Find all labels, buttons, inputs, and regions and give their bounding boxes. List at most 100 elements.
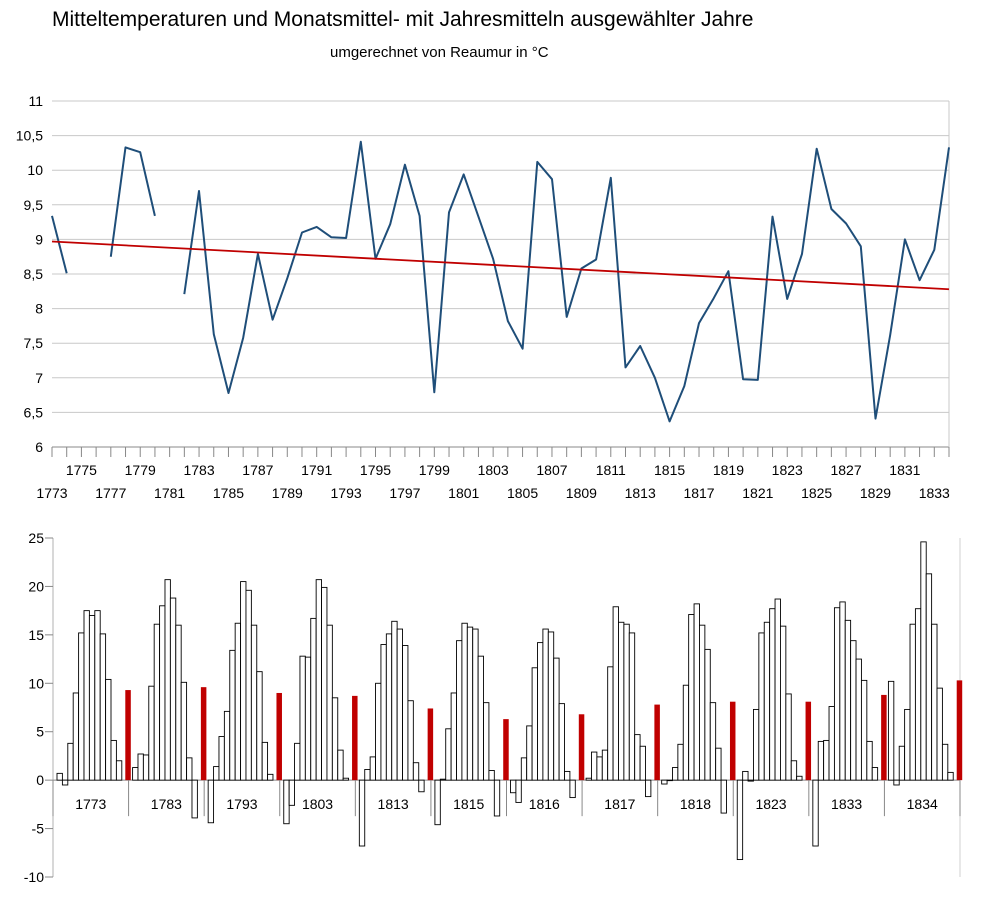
monthly-bar bbox=[774, 598, 781, 781]
monthly-bar bbox=[547, 631, 555, 781]
x-tick-label: 1777 bbox=[95, 485, 126, 501]
x-tick-label: 1789 bbox=[272, 485, 303, 501]
monthly-bar bbox=[245, 589, 252, 781]
monthly-bar bbox=[396, 628, 403, 781]
temperature-series-line bbox=[51, 215, 68, 274]
monthly-bar bbox=[115, 760, 123, 781]
monthly-bar bbox=[860, 679, 868, 781]
monthly-bar bbox=[747, 779, 754, 782]
x-tick-label: 1797 bbox=[389, 485, 420, 501]
trendline bbox=[51, 240, 950, 291]
monthly-bar bbox=[169, 597, 177, 781]
monthly-bar bbox=[688, 614, 695, 781]
annual-mean-bar bbox=[200, 687, 207, 781]
monthly-bar bbox=[699, 624, 706, 781]
monthly-bar bbox=[753, 708, 760, 781]
monthly-bar bbox=[391, 620, 398, 781]
monthly-bar bbox=[661, 779, 668, 785]
monthly-bar bbox=[677, 743, 684, 781]
chart-title: Mitteltemperaturen und Monatsmittel- mit… bbox=[52, 8, 754, 31]
x-tick-label: 1775 bbox=[66, 462, 97, 478]
x-tick-label: 1809 bbox=[566, 485, 597, 501]
monthly-bar bbox=[369, 756, 376, 781]
monthly-bar bbox=[229, 649, 236, 781]
monthly-bar bbox=[240, 581, 247, 781]
monthly-bar bbox=[833, 607, 841, 781]
monthly-bar bbox=[434, 779, 441, 826]
annual-mean-bar bbox=[352, 695, 358, 781]
monthly-bar bbox=[596, 756, 603, 781]
monthly-bar bbox=[483, 702, 490, 781]
x-tick-label: 1799 bbox=[419, 462, 450, 478]
monthly-bar bbox=[558, 703, 565, 781]
monthly-bar bbox=[893, 779, 900, 786]
monthly-bar bbox=[693, 603, 700, 781]
y-tick-label: 6 bbox=[35, 439, 43, 455]
monthly-bar bbox=[72, 692, 80, 781]
monthly-bar bbox=[342, 777, 349, 781]
monthly-bar bbox=[672, 767, 679, 781]
monthly-bar bbox=[418, 779, 425, 793]
monthly-bar bbox=[612, 606, 619, 781]
x-tick-label: 1833 bbox=[919, 485, 950, 501]
monthly-bar bbox=[601, 749, 609, 781]
x-tick-label: 1781 bbox=[154, 485, 185, 501]
category-label: 1818 bbox=[680, 796, 711, 812]
monthly-bar bbox=[720, 779, 727, 814]
monthly-bar bbox=[288, 779, 295, 806]
monthly-bar bbox=[402, 645, 409, 781]
monthly-bar bbox=[591, 751, 598, 781]
annual-mean-bar bbox=[805, 701, 812, 781]
monthly-bar bbox=[709, 702, 717, 781]
y-tick-label: 9 bbox=[35, 231, 43, 247]
monthly-bar bbox=[250, 624, 258, 781]
x-tick-label: 1783 bbox=[183, 462, 214, 478]
category-label: 1833 bbox=[831, 796, 862, 812]
x-tick-label: 1795 bbox=[360, 462, 391, 478]
monthly-bar bbox=[866, 740, 873, 781]
monthly-bar bbox=[267, 773, 274, 781]
monthly-bar bbox=[682, 684, 690, 781]
monthly-bar bbox=[261, 741, 269, 781]
monthly-bar bbox=[585, 777, 592, 781]
monthly-bar bbox=[828, 706, 835, 781]
monthly-bar bbox=[844, 619, 852, 781]
monthly-bar bbox=[666, 779, 673, 782]
monthly-bar bbox=[337, 749, 344, 781]
y-tick-label: 9,5 bbox=[24, 197, 44, 213]
monthly-bar bbox=[315, 579, 322, 781]
monthly-bar bbox=[142, 754, 150, 781]
monthly-bar bbox=[375, 682, 382, 781]
monthly-bar bbox=[466, 626, 474, 781]
monthly-bar bbox=[887, 680, 895, 781]
monthly-bar bbox=[94, 610, 101, 781]
annual-mean-bar bbox=[578, 714, 585, 781]
x-tick-label: 1785 bbox=[213, 485, 244, 501]
monthly-bar bbox=[450, 692, 457, 781]
x-tick-label: 1815 bbox=[654, 462, 685, 478]
monthly-bar bbox=[790, 760, 798, 781]
monthly-bar bbox=[812, 779, 819, 847]
monthly-bar bbox=[132, 767, 139, 781]
monthly-bar bbox=[936, 687, 943, 781]
x-tick-label: 1819 bbox=[713, 462, 744, 478]
monthly-bar bbox=[385, 633, 393, 781]
monthly-bar bbox=[175, 624, 182, 781]
monthly-bar bbox=[607, 666, 614, 781]
monthly-bar bbox=[542, 628, 549, 781]
annual-mean-bar bbox=[125, 690, 131, 781]
y-tick-label: 25 bbox=[28, 530, 44, 546]
monthly-bar bbox=[850, 640, 857, 781]
y-tick-label: 8,5 bbox=[24, 266, 44, 282]
monthly-bar bbox=[909, 623, 916, 781]
monthly-bar bbox=[358, 779, 366, 847]
y-tick-label: 6,5 bbox=[24, 404, 44, 420]
category-label: 1817 bbox=[604, 796, 635, 812]
monthly-mean-bar-chart: -10 -5 0 5 10 15 20 25 1773 1783 1793 1803 1813 1815 1… bbox=[24, 530, 963, 885]
monthly-bar bbox=[380, 644, 387, 781]
y-tick-label: 10 bbox=[27, 162, 43, 178]
y-tick-label: 5 bbox=[36, 724, 44, 740]
monthly-bar bbox=[83, 610, 90, 781]
monthly-bar bbox=[234, 622, 242, 781]
